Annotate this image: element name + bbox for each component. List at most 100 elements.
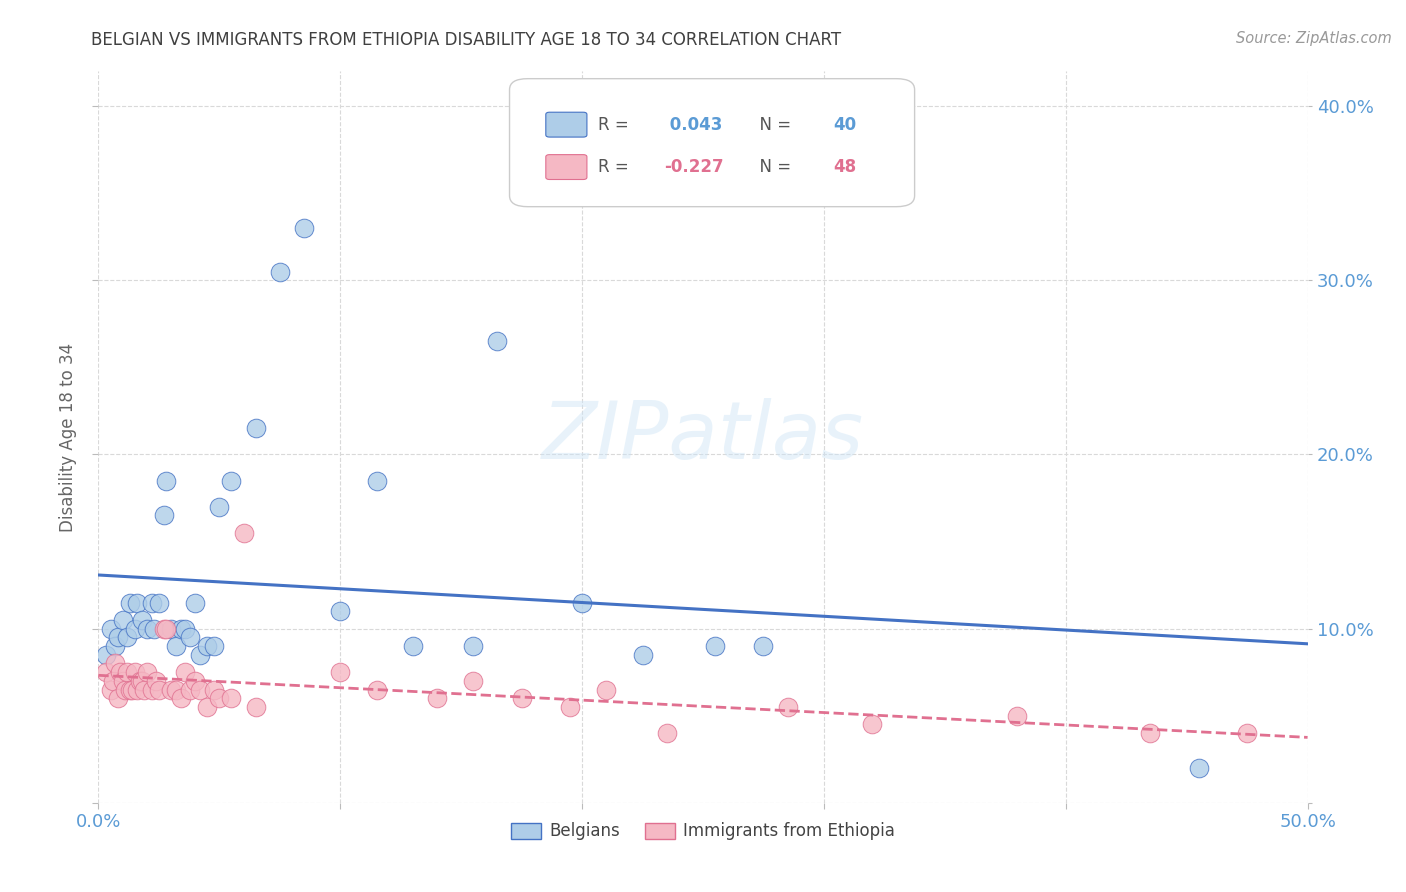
Text: BELGIAN VS IMMIGRANTS FROM ETHIOPIA DISABILITY AGE 18 TO 34 CORRELATION CHART: BELGIAN VS IMMIGRANTS FROM ETHIOPIA DISA… bbox=[91, 31, 842, 49]
Point bbox=[1007, 708, 1029, 723]
Point bbox=[107, 691, 129, 706]
Point bbox=[463, 639, 485, 653]
Point bbox=[510, 691, 533, 706]
Point bbox=[776, 700, 799, 714]
Point bbox=[135, 665, 157, 680]
Point bbox=[100, 682, 122, 697]
Point bbox=[131, 673, 153, 688]
Text: R =: R = bbox=[598, 116, 634, 134]
Point bbox=[117, 631, 139, 645]
Point bbox=[269, 265, 291, 279]
FancyBboxPatch shape bbox=[546, 154, 586, 179]
Point bbox=[111, 673, 134, 688]
Point bbox=[204, 682, 226, 697]
Point bbox=[143, 622, 166, 636]
FancyBboxPatch shape bbox=[509, 78, 915, 207]
Point bbox=[101, 673, 124, 688]
Point bbox=[124, 622, 146, 636]
Point bbox=[148, 682, 170, 697]
Point bbox=[118, 595, 141, 609]
Point bbox=[184, 673, 207, 688]
Point bbox=[292, 221, 315, 235]
Point bbox=[127, 682, 149, 697]
Point bbox=[141, 682, 163, 697]
Point bbox=[94, 648, 117, 662]
Legend: Belgians, Immigrants from Ethiopia: Belgians, Immigrants from Ethiopia bbox=[505, 816, 901, 847]
Point bbox=[1139, 726, 1161, 740]
Point bbox=[104, 639, 127, 653]
Point bbox=[152, 508, 174, 523]
Point bbox=[204, 639, 226, 653]
Point bbox=[245, 421, 267, 435]
Point bbox=[195, 639, 218, 653]
Point bbox=[94, 665, 117, 680]
Point bbox=[155, 474, 177, 488]
Point bbox=[426, 691, 449, 706]
Point bbox=[245, 700, 267, 714]
Point bbox=[114, 682, 136, 697]
Text: 40: 40 bbox=[834, 116, 856, 134]
Text: -0.227: -0.227 bbox=[664, 158, 724, 176]
Point bbox=[165, 682, 187, 697]
Point bbox=[131, 613, 153, 627]
Point bbox=[463, 673, 485, 688]
Point bbox=[160, 682, 183, 697]
Text: ZIPatlas: ZIPatlas bbox=[541, 398, 865, 476]
Point bbox=[655, 726, 678, 740]
Point bbox=[165, 639, 187, 653]
Point bbox=[195, 700, 218, 714]
Point bbox=[174, 665, 197, 680]
Text: R =: R = bbox=[598, 158, 634, 176]
Point bbox=[402, 639, 425, 653]
Point bbox=[188, 682, 211, 697]
Point bbox=[179, 682, 201, 697]
Point bbox=[595, 682, 617, 697]
Text: N =: N = bbox=[749, 116, 796, 134]
Point bbox=[221, 474, 243, 488]
Point bbox=[179, 631, 201, 645]
Point bbox=[100, 622, 122, 636]
Y-axis label: Disability Age 18 to 34: Disability Age 18 to 34 bbox=[59, 343, 77, 532]
Text: Source: ZipAtlas.com: Source: ZipAtlas.com bbox=[1236, 31, 1392, 46]
Point bbox=[148, 595, 170, 609]
Point bbox=[329, 604, 352, 618]
Point bbox=[145, 673, 167, 688]
Point bbox=[108, 665, 131, 680]
Point bbox=[111, 613, 134, 627]
Point bbox=[860, 717, 883, 731]
Point bbox=[134, 682, 156, 697]
Point bbox=[571, 595, 593, 609]
Point bbox=[704, 639, 727, 653]
Text: 0.043: 0.043 bbox=[664, 116, 723, 134]
Point bbox=[329, 665, 352, 680]
FancyBboxPatch shape bbox=[546, 112, 586, 137]
Point bbox=[221, 691, 243, 706]
Point bbox=[121, 682, 143, 697]
Point bbox=[155, 622, 177, 636]
Point bbox=[232, 525, 254, 540]
Point bbox=[152, 622, 174, 636]
Point bbox=[174, 622, 197, 636]
Point bbox=[169, 622, 191, 636]
Point bbox=[486, 334, 509, 349]
Point bbox=[188, 648, 211, 662]
Point bbox=[366, 682, 388, 697]
Point bbox=[117, 665, 139, 680]
Point bbox=[127, 595, 149, 609]
Point bbox=[752, 639, 775, 653]
Point bbox=[128, 673, 150, 688]
Point bbox=[1188, 761, 1211, 775]
Point bbox=[118, 682, 141, 697]
Point bbox=[104, 657, 127, 671]
Point bbox=[141, 595, 163, 609]
Point bbox=[184, 595, 207, 609]
Point bbox=[366, 474, 388, 488]
Point bbox=[160, 622, 183, 636]
Point bbox=[1236, 726, 1258, 740]
Point bbox=[208, 691, 231, 706]
Point bbox=[208, 500, 231, 514]
Point bbox=[107, 631, 129, 645]
Point bbox=[558, 700, 581, 714]
Point bbox=[631, 648, 654, 662]
Point bbox=[169, 691, 191, 706]
